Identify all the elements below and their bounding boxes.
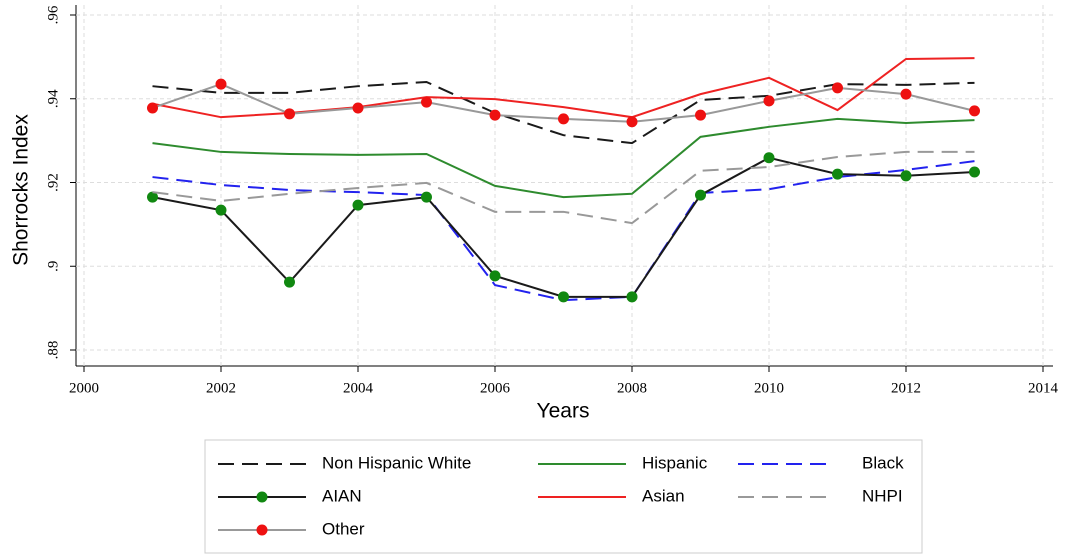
x-tick-label: 2010 bbox=[754, 380, 784, 396]
y-tick-label: .88 bbox=[45, 341, 61, 360]
data-point bbox=[900, 88, 912, 100]
data-point bbox=[626, 116, 638, 128]
x-tick-label: 2004 bbox=[343, 380, 374, 396]
legend-label: Black bbox=[862, 453, 904, 472]
legend-label: Other bbox=[322, 519, 365, 538]
y-tick-label: .96 bbox=[45, 5, 61, 24]
data-point bbox=[284, 276, 295, 288]
series-line bbox=[152, 150, 975, 225]
y-tick-label: .94 bbox=[45, 89, 61, 108]
data-point bbox=[489, 109, 501, 121]
y-tick-label: .92 bbox=[45, 173, 61, 192]
legend-label: Hispanic bbox=[642, 453, 708, 472]
data-point bbox=[352, 199, 364, 211]
x-tick-label: 2012 bbox=[891, 380, 921, 396]
data-point bbox=[421, 96, 432, 108]
series-line bbox=[152, 80, 975, 145]
legend-label: NHPI bbox=[862, 486, 903, 505]
legend-label: Asian bbox=[642, 486, 685, 505]
series-line bbox=[152, 117, 975, 199]
data-point bbox=[969, 105, 980, 117]
legend-label: AIAN bbox=[322, 486, 362, 505]
legend-marker bbox=[256, 491, 268, 503]
data-point bbox=[695, 189, 706, 201]
y-tick-label: .9 bbox=[45, 261, 61, 272]
data-point bbox=[147, 191, 158, 203]
data-point bbox=[900, 170, 912, 182]
data-point bbox=[215, 78, 227, 90]
series-line bbox=[152, 156, 975, 298]
legend-label: Non Hispanic White bbox=[322, 453, 471, 472]
data-point bbox=[421, 191, 432, 203]
data-point bbox=[489, 270, 501, 282]
series-line bbox=[152, 160, 975, 302]
legend-marker bbox=[256, 524, 268, 536]
y-axis-title: Shorrocks Index bbox=[10, 114, 33, 266]
x-tick-label: 2006 bbox=[480, 380, 511, 396]
data-point bbox=[558, 291, 569, 303]
data-point bbox=[695, 109, 706, 121]
data-point bbox=[284, 108, 295, 120]
data-point bbox=[832, 168, 843, 180]
data-point bbox=[558, 113, 569, 125]
x-axis-title: Years bbox=[537, 400, 590, 423]
data-point bbox=[763, 95, 775, 107]
data-point bbox=[969, 166, 980, 178]
x-tick-label: 2002 bbox=[206, 380, 236, 396]
x-tick-label: 2000 bbox=[69, 380, 99, 396]
data-point bbox=[763, 152, 775, 164]
data-point bbox=[832, 82, 843, 94]
data-point bbox=[352, 102, 364, 114]
x-tick-label: 2014 bbox=[1028, 380, 1059, 396]
data-point bbox=[147, 102, 158, 114]
data-point bbox=[626, 291, 638, 303]
x-tick-label: 2008 bbox=[617, 380, 647, 396]
data-point bbox=[215, 204, 227, 216]
